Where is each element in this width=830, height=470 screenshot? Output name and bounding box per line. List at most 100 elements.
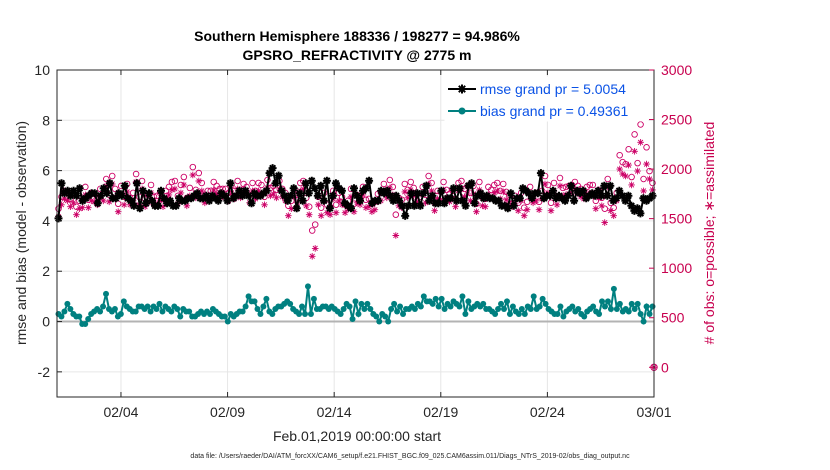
assimilated-point [311, 245, 319, 252]
assimilated-point [529, 199, 537, 207]
rmse-point [232, 191, 241, 200]
assimilated-point [514, 207, 522, 214]
rmse-point [328, 191, 337, 200]
legend-bias-marker [458, 107, 466, 115]
assimilated-point [422, 199, 429, 207]
bias-point [263, 295, 270, 302]
legend: rmse grand pr = 5.0054 bias grand pr = 0… [444, 76, 649, 122]
possible-point [82, 183, 89, 191]
rmse-point [148, 196, 156, 205]
bias-point [432, 295, 439, 302]
possible-point [392, 211, 400, 218]
bias-point [628, 300, 635, 307]
y-tick-label: 10 [34, 62, 50, 78]
rmse-point [138, 186, 147, 195]
assimilated-point [350, 208, 358, 215]
bias-point [503, 298, 510, 305]
bias-point [159, 308, 166, 315]
rmse-point [193, 189, 202, 198]
rmse-point [428, 191, 437, 200]
assimilated-point [305, 211, 313, 218]
assimilated-point [332, 209, 340, 216]
bias-point [601, 303, 608, 310]
possible-point [500, 180, 507, 188]
rmse-point [347, 204, 355, 213]
assimilated-point [625, 161, 632, 169]
rmse-point [413, 189, 422, 198]
bias-point [465, 298, 472, 305]
chart-subtitle: GPSRO_REFRACTIVITY @ 2775 m [243, 47, 472, 63]
assimilated-point [91, 198, 98, 206]
assimilated-point [476, 186, 483, 194]
assimilated-point [628, 181, 635, 189]
possible-point [407, 178, 414, 186]
assimilated-point [85, 204, 92, 211]
bias-point [120, 298, 127, 305]
rmse-point [271, 179, 280, 188]
rmse-point [289, 184, 298, 193]
rmse-point [416, 201, 425, 210]
rmse-point [594, 186, 603, 195]
assimilated-point [326, 211, 334, 218]
possible-point [386, 176, 394, 184]
y-tick-label: -2 [38, 364, 51, 380]
rmse-point [238, 191, 247, 200]
rmse-point [425, 196, 434, 205]
assimilated-point [270, 190, 277, 198]
bias-point [245, 293, 252, 300]
bias-point [299, 303, 306, 310]
possible-point [311, 221, 319, 228]
rmse-point [135, 204, 144, 213]
assimilated-point [553, 201, 561, 209]
assimilated-point [308, 253, 316, 260]
right-tick-label: 500 [661, 310, 685, 326]
rmse-point [446, 194, 455, 203]
x-tick-label: 02/14 [317, 404, 352, 420]
x-tick-label: 03/01 [636, 404, 671, 420]
bias-point [575, 305, 582, 312]
bias-point [376, 318, 383, 325]
x-tick-label: 02/24 [530, 404, 565, 420]
rmse-point [597, 191, 606, 200]
bias-point [394, 308, 401, 315]
rmse-point [214, 196, 223, 205]
assimilated-point [177, 189, 185, 197]
possible-point [616, 151, 623, 159]
rmse-point [313, 191, 322, 200]
bias-point [569, 303, 576, 310]
rmse-point [93, 199, 102, 208]
bias-point [501, 305, 508, 312]
assimilated-point [482, 203, 489, 210]
bias-point [530, 293, 537, 300]
rmse-point [449, 184, 458, 193]
rmse-point [374, 196, 383, 205]
rmse-point [304, 189, 313, 198]
plot-frame [56, 69, 655, 398]
rmse-point [319, 196, 328, 205]
bias-point [495, 305, 502, 312]
possible-point [634, 159, 641, 167]
rmse-point [220, 191, 229, 200]
rmse-point [458, 196, 467, 205]
possible-point [258, 181, 265, 189]
bias-point [61, 308, 68, 315]
assimilated-point [105, 198, 113, 206]
bias-point [554, 310, 561, 317]
assimilated-point [76, 205, 83, 212]
assimilated-point [79, 204, 86, 211]
assimilated-point [261, 201, 268, 209]
bias-point [144, 303, 151, 310]
bias-point [260, 303, 267, 310]
rmse-point [160, 194, 168, 203]
assimilated-point [180, 181, 188, 189]
bias-point [221, 313, 228, 320]
assimilated-point [494, 187, 501, 195]
possible-point [604, 175, 611, 183]
assimilated-point [616, 165, 623, 173]
assimilated-point [404, 194, 411, 202]
series-layer [54, 121, 658, 371]
rmse-point [383, 186, 392, 195]
rmse-point [434, 199, 443, 208]
bias-point [346, 303, 353, 310]
